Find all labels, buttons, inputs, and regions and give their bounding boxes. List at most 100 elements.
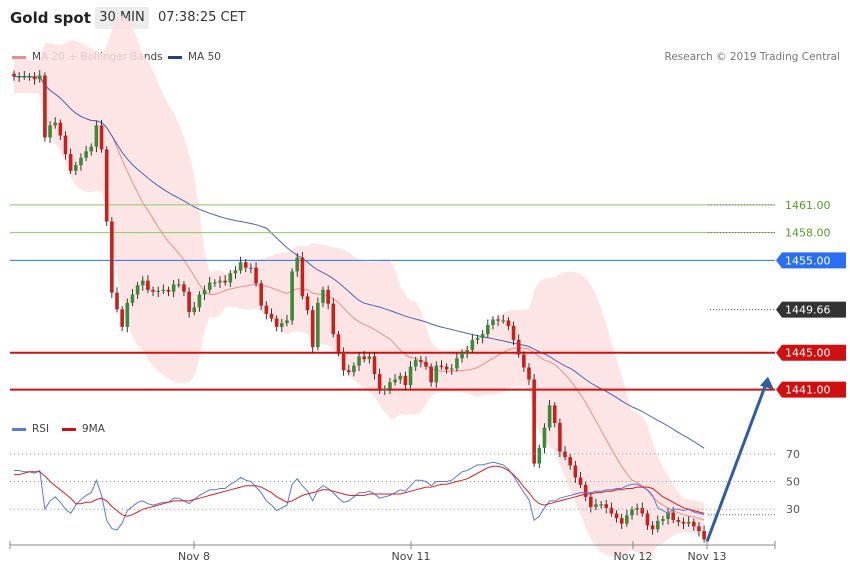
candle-body <box>58 122 63 136</box>
candle-body <box>130 294 135 303</box>
candle-body <box>419 360 423 362</box>
candle-body <box>619 518 624 524</box>
candle-body <box>362 356 366 360</box>
candle-body <box>223 280 227 283</box>
candle-body <box>583 484 588 497</box>
candle-body <box>310 310 315 348</box>
level-tag-1441.00 <box>776 381 846 398</box>
x-tick-label: Nov 11 <box>392 550 431 563</box>
candle-body <box>269 313 274 319</box>
candle-body <box>192 307 197 313</box>
candle-body <box>697 526 701 532</box>
candle-body <box>377 373 382 391</box>
candle-body <box>243 262 248 268</box>
candle-body <box>573 465 578 478</box>
candle-body <box>17 76 21 78</box>
candle-body <box>537 447 542 464</box>
candle-body <box>568 457 572 466</box>
rsi-tick-70: 70 <box>786 448 800 461</box>
price-panel: 1461.00 1458.00 1455.00 1449.66 1445.00 1441.… <box>10 15 846 557</box>
legend-ma50: MA 50 <box>168 51 221 63</box>
candle-body <box>228 273 233 283</box>
candle-body <box>604 504 609 508</box>
candle-body <box>465 349 469 353</box>
candle-body <box>563 451 567 458</box>
candle-body <box>650 525 655 530</box>
candle-body <box>449 368 454 370</box>
candle-body <box>686 521 691 524</box>
candle-body <box>511 325 516 340</box>
projection-arrow <box>705 383 768 542</box>
rsi-ma9-line <box>14 465 705 517</box>
candle-body <box>491 319 495 325</box>
candle-body <box>470 339 475 350</box>
candle-body <box>666 512 670 520</box>
candle-body <box>455 358 459 369</box>
candle-body <box>578 477 583 485</box>
candle-body <box>516 339 521 355</box>
candle-body <box>316 302 320 348</box>
candle-body <box>326 289 330 304</box>
candle-body <box>383 388 387 391</box>
candle-body <box>398 375 403 380</box>
candle-body <box>140 280 145 286</box>
candle-body <box>63 135 68 155</box>
candle-body <box>336 334 341 352</box>
candle-body <box>280 323 284 327</box>
ma20-line <box>14 76 705 521</box>
candle-body <box>681 521 686 524</box>
candle-body <box>197 294 202 308</box>
candle-body <box>496 319 500 321</box>
chart-header: Gold spot 30 MIN 07:38:25 CET <box>0 0 850 36</box>
level-label-1455.00: 1455.00 <box>785 254 831 267</box>
candle-body <box>177 284 181 286</box>
candle-body <box>84 151 88 158</box>
level-tag-1455.00 <box>776 252 846 269</box>
candle-body <box>594 504 598 508</box>
level-label-1458.00: 1458.00 <box>785 227 831 240</box>
level-tag-1445.00 <box>776 344 846 361</box>
projection-arrow-head <box>760 376 774 390</box>
candle-body <box>213 282 217 284</box>
candle-body <box>522 354 526 368</box>
candle-body <box>110 221 114 293</box>
candle-body <box>166 289 171 292</box>
level-tag-1449.66 <box>776 301 846 318</box>
rsi-line <box>14 461 705 531</box>
candle-body <box>99 125 104 150</box>
candle-body <box>68 154 73 171</box>
candle-body <box>702 531 706 540</box>
candle-body <box>552 405 557 423</box>
candle-body <box>346 370 351 373</box>
ma50-line <box>14 76 705 449</box>
candle-body <box>352 365 356 373</box>
candle-body <box>439 365 444 367</box>
candle-body <box>645 513 650 526</box>
candle-body <box>274 318 279 327</box>
candle-body <box>589 496 593 508</box>
candle-body <box>625 515 629 524</box>
candle-body <box>146 280 150 290</box>
candle-body <box>48 125 52 138</box>
candle-body <box>295 257 300 272</box>
candle-body <box>202 289 207 295</box>
candle-body <box>74 165 78 171</box>
level-label-1441.00: 1441.00 <box>785 384 831 397</box>
candle-body <box>285 320 289 324</box>
rsi-swatch <box>12 427 26 431</box>
candle-body <box>372 356 377 374</box>
candle-body <box>393 379 397 383</box>
candle-body <box>661 519 665 521</box>
candle-body <box>429 366 433 383</box>
x-tick-label: Nov 8 <box>178 550 210 563</box>
candle-body <box>12 73 16 77</box>
bollinger-band <box>14 15 705 557</box>
candle-body <box>527 367 531 380</box>
candle-body <box>599 504 603 506</box>
candle-body <box>135 285 140 295</box>
candle-body <box>94 125 99 147</box>
research-credit: Research © 2019 Trading Central <box>664 51 841 63</box>
legend-rsi-label: RSI <box>32 423 50 435</box>
candle-body <box>53 122 57 126</box>
